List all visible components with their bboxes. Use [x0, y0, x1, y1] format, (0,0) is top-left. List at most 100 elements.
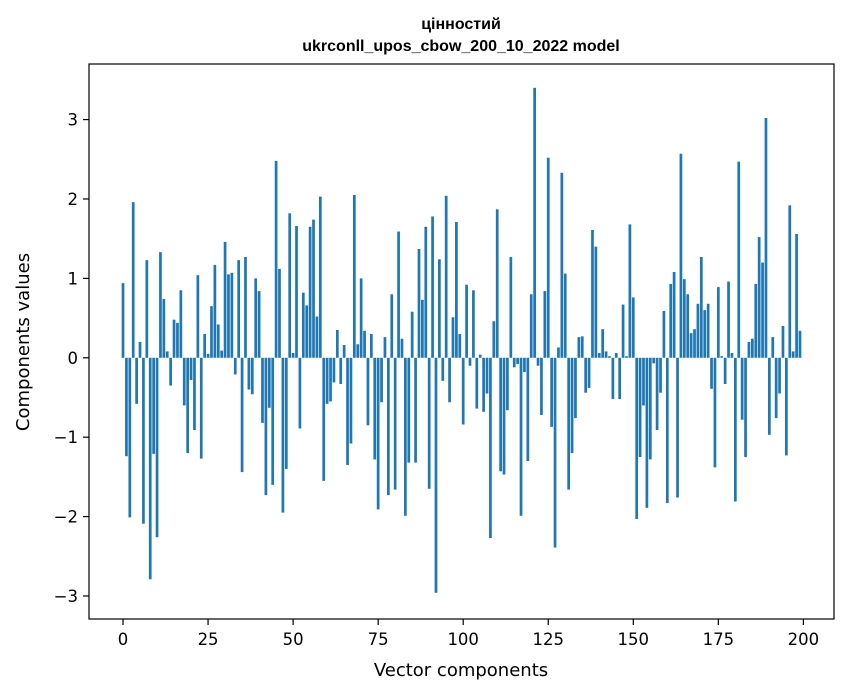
- bar: [410, 311, 414, 358]
- bar: [716, 287, 720, 358]
- bar: [257, 291, 261, 358]
- y-axis-ticks: −3 −2 −1 0 1 2 3: [54, 111, 89, 606]
- bar: [509, 256, 513, 358]
- bar: [570, 357, 574, 454]
- bar: [669, 283, 673, 358]
- bar: [774, 357, 778, 419]
- bar: [264, 357, 268, 496]
- bar: [305, 305, 309, 358]
- bar: [631, 297, 635, 358]
- bar: [335, 329, 339, 358]
- bar: [614, 353, 618, 358]
- bar: [686, 294, 690, 358]
- bar: [342, 345, 346, 358]
- bar: [182, 357, 186, 406]
- bar: [148, 357, 152, 580]
- bar: [625, 356, 628, 358]
- bar: [431, 216, 434, 358]
- bar: [189, 357, 193, 381]
- bar: [550, 357, 554, 427]
- bar: [376, 357, 380, 510]
- bar: [730, 353, 734, 358]
- x-tick-label: 25: [198, 630, 219, 649]
- bar: [465, 284, 468, 358]
- bar: [706, 303, 710, 358]
- bar: [771, 337, 775, 358]
- bar: [526, 357, 530, 461]
- bar: [352, 195, 356, 358]
- bar: [254, 278, 258, 358]
- bar: [332, 357, 336, 383]
- bar: [267, 357, 271, 408]
- bar: [536, 357, 540, 366]
- bar: [516, 357, 519, 365]
- bar: [523, 357, 526, 373]
- bar: [250, 357, 254, 395]
- bar: [451, 317, 455, 358]
- bar: [781, 326, 785, 358]
- bar: [703, 310, 707, 358]
- x-tick-label: 50: [283, 630, 304, 649]
- bar: [557, 347, 560, 358]
- bar: [448, 357, 451, 403]
- bar: [121, 283, 125, 358]
- bar: [427, 357, 431, 489]
- bar: [230, 272, 234, 358]
- bar: [274, 160, 278, 358]
- bar: [785, 357, 788, 456]
- bar: [301, 292, 305, 358]
- bar: [560, 172, 564, 358]
- bar: [380, 357, 383, 403]
- bar: [227, 274, 230, 358]
- bar: [414, 357, 417, 463]
- x-tick-label: 200: [788, 630, 820, 649]
- bar: [213, 264, 217, 358]
- bar: [138, 341, 142, 358]
- bar: [672, 272, 676, 358]
- bar: [485, 357, 489, 394]
- bar: [346, 357, 349, 465]
- bar: [744, 357, 747, 458]
- bar: [591, 229, 594, 358]
- bar: [223, 241, 227, 358]
- bar: [778, 357, 781, 394]
- bar: [563, 273, 567, 358]
- bar: [363, 330, 366, 358]
- bar: [421, 299, 424, 358]
- bar: [438, 259, 441, 358]
- bar: [682, 279, 686, 358]
- bar: [468, 357, 472, 366]
- bar: [312, 219, 315, 358]
- bar: [594, 246, 598, 358]
- bar: [271, 357, 275, 485]
- x-axis-ticks: 0 25 50 75 100 125 150 175 200: [118, 619, 819, 649]
- bar: [676, 357, 679, 498]
- bar: [455, 222, 458, 358]
- bar: [798, 330, 802, 358]
- bar: [553, 357, 557, 548]
- bar: [387, 357, 390, 496]
- bar: [199, 357, 203, 459]
- x-tick-label: 0: [118, 630, 129, 649]
- bar: [315, 316, 319, 358]
- bar: [618, 357, 622, 400]
- bar: [689, 333, 693, 358]
- bar: [546, 157, 550, 358]
- bar: [308, 226, 312, 358]
- bar: [740, 357, 744, 420]
- bar: [489, 357, 492, 539]
- bar: [795, 233, 798, 358]
- bar: [298, 357, 302, 429]
- bar: [128, 357, 132, 518]
- bar: [495, 209, 499, 358]
- bar: [628, 224, 632, 358]
- bar: [210, 306, 213, 358]
- bar: [284, 357, 288, 469]
- y-tick-label: 2: [68, 190, 79, 209]
- bar: [645, 357, 649, 508]
- bar: [478, 354, 482, 358]
- y-tick-label: −3: [54, 587, 78, 606]
- bar: [318, 196, 322, 358]
- bar: [216, 324, 220, 358]
